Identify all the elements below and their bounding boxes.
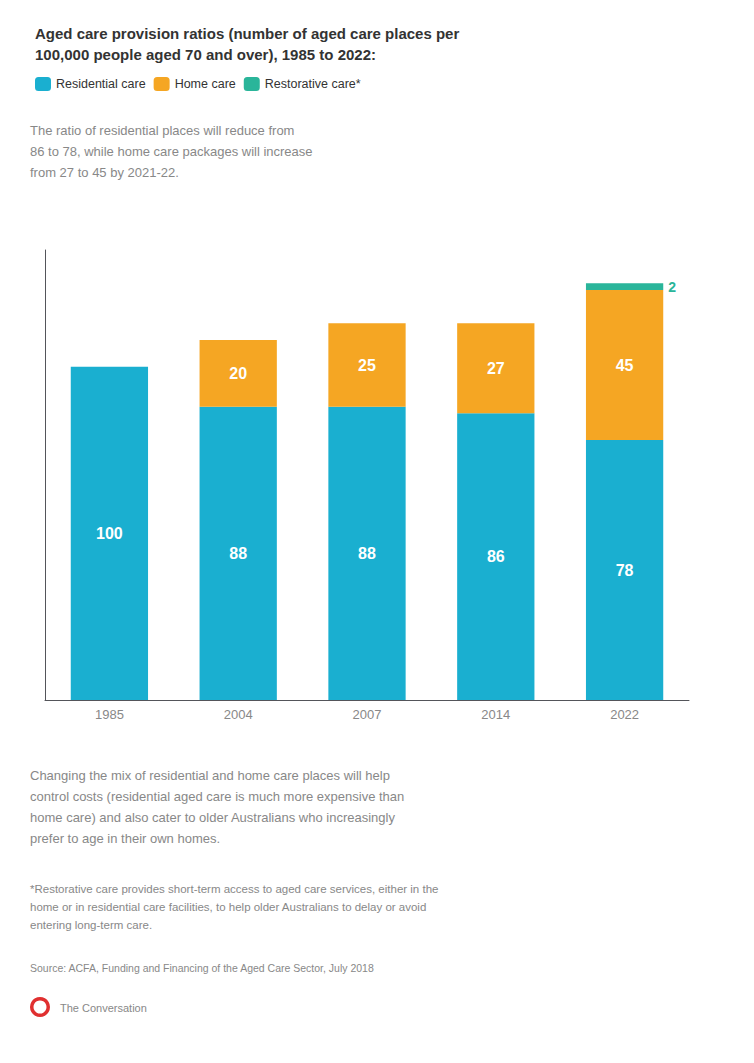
- svg-text:78: 78: [616, 562, 634, 579]
- svg-text:100: 100: [96, 525, 123, 542]
- svg-text:The Conversation: The Conversation: [60, 1002, 147, 1014]
- svg-text:88: 88: [229, 545, 247, 562]
- svg-text:Restorative care*: Restorative care*: [265, 77, 361, 91]
- svg-text:The ratio of residential place: The ratio of residential places will red…: [30, 123, 294, 138]
- svg-text:Home care: Home care: [175, 77, 236, 91]
- svg-text:25: 25: [358, 357, 376, 374]
- svg-text:2007: 2007: [353, 707, 382, 722]
- svg-text:from 27 to 45 by 2021-22.: from 27 to 45 by 2021-22.: [30, 165, 179, 180]
- svg-text:Changing the mix of residentia: Changing the mix of residential and home…: [30, 768, 390, 783]
- svg-text:home care) and also cater to o: home care) and also cater to older Austr…: [30, 810, 395, 825]
- svg-text:home or in residential care fa: home or in residential care facilities, …: [30, 901, 426, 913]
- svg-text:2022: 2022: [610, 707, 639, 722]
- svg-text:45: 45: [616, 357, 634, 374]
- svg-text:entering long-term care.: entering long-term care.: [30, 919, 152, 931]
- svg-text:88: 88: [358, 545, 376, 562]
- svg-text:prefer to age in their own hom: prefer to age in their own homes.: [30, 831, 220, 846]
- svg-text:20: 20: [229, 365, 247, 382]
- svg-text:1985: 1985: [95, 707, 124, 722]
- svg-text:Source: ACFA, Funding and Fina: Source: ACFA, Funding and Financing of t…: [30, 962, 374, 974]
- svg-text:100,000 people aged 70 and ove: 100,000 people aged 70 and over), 1985 t…: [35, 46, 376, 63]
- svg-text:Residential care: Residential care: [56, 77, 146, 91]
- svg-text:2: 2: [668, 279, 676, 295]
- svg-text:27: 27: [487, 360, 505, 377]
- svg-text:Aged care provision ratios (nu: Aged care provision ratios (number of ag…: [35, 25, 459, 42]
- svg-text:86 to 78, while home care pack: 86 to 78, while home care packages will …: [30, 144, 313, 159]
- svg-text:2004: 2004: [224, 707, 253, 722]
- svg-text:control costs (residential age: control costs (residential aged care is …: [30, 789, 404, 804]
- svg-text:86: 86: [487, 548, 505, 565]
- svg-text:*Restorative care provides sho: *Restorative care provides short-term ac…: [30, 883, 438, 895]
- svg-text:2014: 2014: [481, 707, 510, 722]
